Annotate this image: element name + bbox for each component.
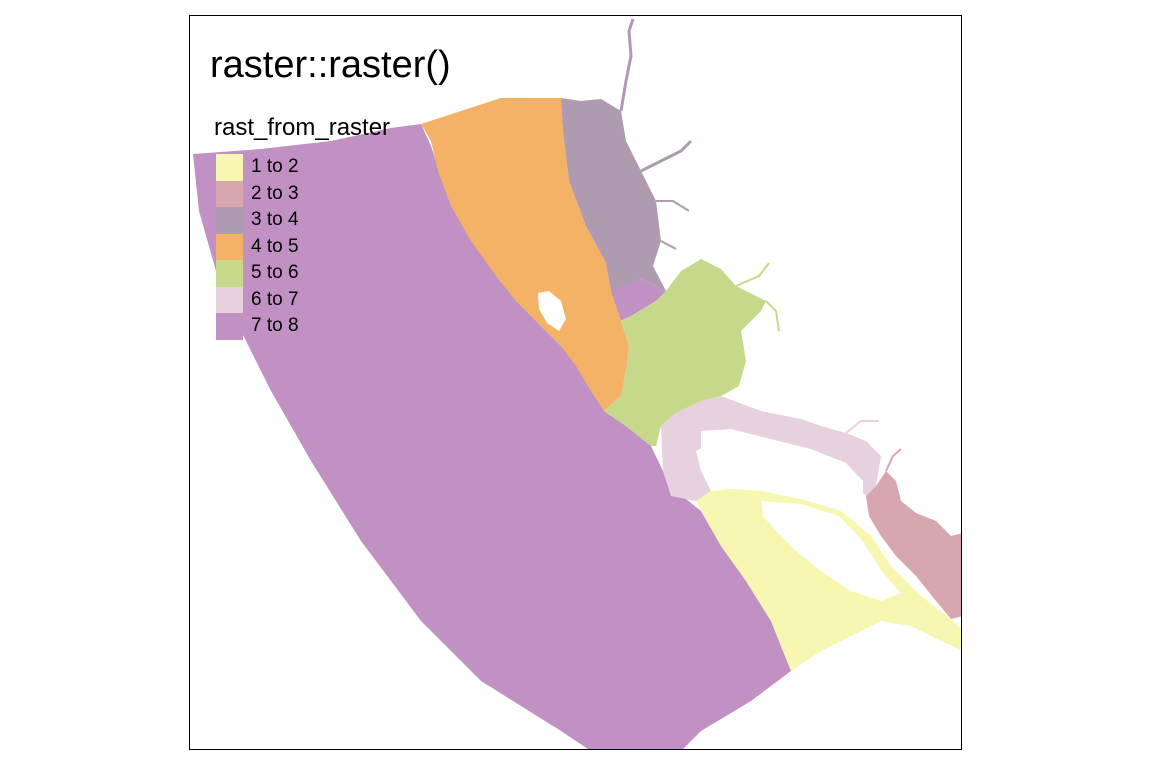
raster-zone-5-to-6 [604, 259, 766, 446]
raster-river-north [619, 18, 635, 112]
raster-zone-7-to-8-patch [609, 279, 666, 323]
legend-label: 6 to 7 [251, 288, 299, 310]
raster-inner-land [761, 501, 901, 601]
raster-river-east-6 [845, 420, 879, 434]
raster-zone-4-to-5 [421, 98, 629, 411]
legend-label: 7 to 8 [251, 315, 299, 337]
legend-swatch-6-to-7 [216, 286, 243, 313]
raster-map [193, 18, 961, 749]
raster-river-east-4 [735, 262, 770, 287]
legend-swatch-4-to-5 [216, 233, 243, 260]
raster-river-east-2 [656, 200, 690, 212]
raster-inner-water [701, 429, 863, 506]
legend-swatch-1-to-2 [216, 154, 243, 181]
legend-item: 7 to 8 [216, 313, 299, 340]
legend-swatch-2-to-3 [216, 180, 243, 207]
legend-swatch-5-to-6 [216, 260, 243, 287]
legend-label: 4 to 5 [251, 235, 299, 257]
legend-item: 5 to 6 [216, 260, 299, 287]
raster-zone-2-to-3 [866, 471, 961, 619]
legend-label: 2 to 3 [251, 182, 299, 204]
legend-label: 3 to 4 [251, 209, 299, 231]
legend-label: 1 to 2 [251, 156, 299, 178]
raster-hole [538, 291, 566, 331]
map-title: raster::raster() [210, 44, 451, 86]
legend-item: 4 to 5 [216, 233, 299, 260]
legend: 1 to 2 2 to 3 3 to 4 4 to 5 5 to 6 6 to … [216, 154, 299, 340]
legend-item: 2 to 3 [216, 180, 299, 207]
raster-river-east-5 [765, 300, 780, 332]
map-panel [189, 15, 962, 750]
legend-swatch-3-to-4 [216, 207, 243, 234]
raster-river-east-3 [660, 240, 677, 250]
raster-zone-1-to-2 [696, 489, 961, 671]
legend-item: 1 to 2 [216, 154, 299, 181]
legend-item: 6 to 7 [216, 286, 299, 313]
legend-title: rast_from_raster [214, 114, 391, 141]
legend-item: 3 to 4 [216, 207, 299, 234]
raster-zone-7-to-8 [193, 124, 791, 749]
raster-river-east-1 [640, 139, 693, 173]
legend-swatch-7-to-8 [216, 313, 243, 340]
legend-label: 5 to 6 [251, 262, 299, 284]
raster-river-east-7 [885, 448, 902, 472]
raster-zone-3-to-4 [561, 98, 666, 291]
